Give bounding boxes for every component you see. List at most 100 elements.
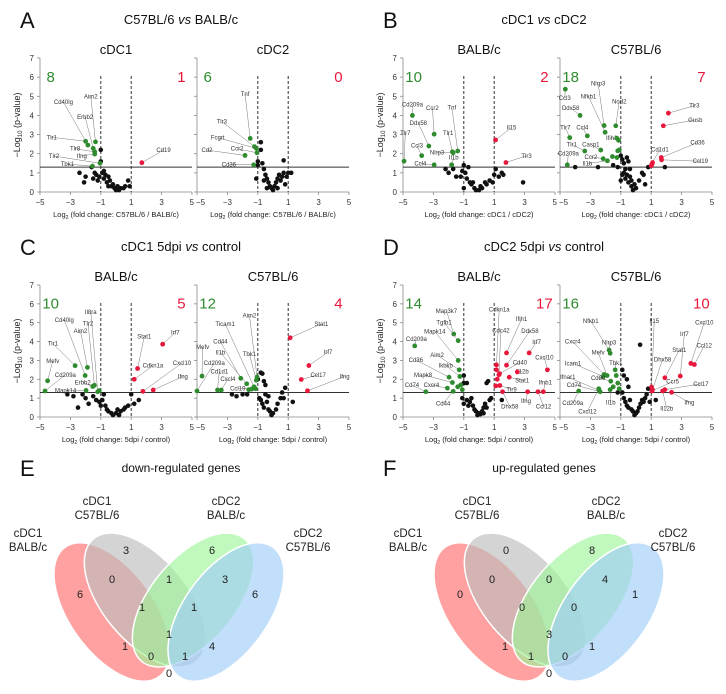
point-not-significant	[75, 405, 81, 410]
venn-region-count-AB: 0	[109, 574, 115, 586]
point-not-significant	[101, 392, 107, 397]
point-down-regulated	[96, 388, 102, 393]
point-not-significant	[453, 174, 459, 179]
point-not-significant	[81, 180, 87, 185]
point-not-significant	[281, 158, 286, 163]
point-down-regulated	[92, 151, 98, 157]
gene-label: Casp1	[582, 142, 600, 148]
volcano-plot: C57BL/6 −5 −3 −1 1 3 5 Log2 (fold change: 5dpi …	[194, 269, 352, 446]
point-not-significant	[98, 147, 104, 153]
gene-leader-line	[53, 155, 101, 164]
gene-label: Cd1d1	[211, 369, 229, 375]
point-not-significant	[464, 176, 470, 181]
gene-label: Ccl19	[693, 159, 709, 165]
point-not-significant	[244, 392, 250, 397]
y-tick-label: 6	[30, 300, 35, 309]
point-not-significant	[263, 172, 268, 178]
gene-leader-line	[662, 390, 667, 409]
point-not-significant	[234, 393, 239, 399]
venn-set-label-line2: C57BL/6	[651, 542, 696, 554]
gene-label: Il1b	[449, 156, 459, 162]
gene-label: Ccl12	[697, 344, 713, 350]
gene-label: Cd44	[213, 340, 228, 346]
gene-label: Tlr1	[567, 142, 578, 148]
point-not-significant	[115, 407, 120, 412]
x-tick-label: −3	[66, 198, 76, 207]
venn-region-count-AD: 0	[546, 668, 552, 680]
point-not-significant	[71, 393, 76, 399]
point-not-significant	[264, 399, 270, 405]
venn-region-count-BC: 0	[546, 574, 552, 586]
point-down-regulated	[238, 375, 244, 381]
y-tick-label: 4	[30, 338, 35, 347]
point-down-regulated	[598, 147, 604, 153]
gene-label: Nfkb1	[581, 94, 597, 100]
point-down-regulated	[45, 378, 50, 384]
gene-leader-line	[597, 352, 608, 376]
venn-set-label: cDC1 C57BL/6	[455, 496, 500, 522]
x-tick-label: 3	[679, 198, 684, 207]
y-tick-label: 0	[393, 413, 398, 422]
gene-label: Ikbkb	[439, 364, 454, 370]
point-not-significant	[258, 397, 264, 403]
x-axis-label: Log2 (fold change: 5dpi / control)	[219, 435, 328, 446]
gene-label: Map3k7	[436, 309, 458, 315]
venn-region-count-AB: 0	[489, 574, 495, 586]
point-down-regulated	[613, 373, 619, 378]
x-axis-label-log: Log	[62, 435, 75, 444]
point-not-significant	[610, 162, 616, 168]
point-up-regulated	[514, 369, 520, 375]
gene-label: Ccr2	[426, 106, 439, 112]
gene-label: Ifng	[521, 399, 531, 405]
gene-label: Ccl17	[310, 373, 326, 379]
point-down-regulated	[576, 388, 582, 394]
point-not-significant	[461, 185, 467, 191]
x-tick-label: −1	[459, 198, 469, 207]
panel-title-a: down-regulated genes	[122, 461, 241, 475]
gene-leader-line	[237, 148, 258, 154]
x-tick-label: 1	[492, 423, 497, 432]
gene-leader-line	[590, 320, 610, 351]
venn-region-count-BCD: 1	[191, 602, 197, 614]
point-not-significant	[627, 166, 633, 172]
gene-leader-line	[217, 371, 220, 391]
point-up-regulated	[526, 350, 532, 356]
y-tick-label: 3	[393, 131, 398, 140]
point-not-significant	[261, 166, 267, 172]
gene-leader-line	[224, 323, 255, 387]
gene-label: Cdc42	[492, 328, 510, 334]
x-axis-label-sub: 2	[594, 440, 597, 446]
gene-label: Cxcr4	[565, 340, 581, 346]
point-up-regulated	[131, 376, 137, 382]
down-count: 14	[405, 296, 422, 313]
venn-region-count-ABD: 0	[562, 651, 568, 663]
gene-leader-line	[694, 345, 705, 365]
point-up-regulated	[649, 388, 655, 394]
point-not-significant	[499, 397, 505, 403]
point-up-regulated	[497, 371, 502, 377]
down-count: 6	[203, 69, 211, 86]
point-up-regulated	[649, 161, 655, 167]
gene-leader-line	[506, 318, 522, 353]
panel-letter: D	[383, 235, 399, 260]
venn-region-count-D: 6	[252, 589, 258, 601]
gene-label: Mefv	[46, 359, 59, 365]
gene-label: Ccl4	[576, 125, 589, 131]
down-count: 18	[562, 69, 579, 86]
point-not-significant	[125, 403, 131, 408]
gene-label: Tbk1	[243, 352, 257, 358]
x-tick-label: −1	[616, 423, 626, 432]
up-count: 2	[540, 69, 548, 86]
gene-leader-line	[308, 351, 329, 366]
x-tick-label: 1	[286, 198, 291, 207]
gene-leader-line	[415, 359, 450, 378]
gene-label: Tbk1	[609, 361, 623, 367]
venn-region-count-BD: 4	[209, 641, 215, 653]
gene-leader-line	[51, 137, 86, 142]
gene-label: Tgfb1	[436, 321, 452, 327]
gene-label: Tlr3	[217, 120, 228, 126]
point-not-significant	[484, 182, 489, 187]
point-up-regulated	[305, 388, 310, 394]
gene-label: Cxcl10	[695, 321, 714, 327]
